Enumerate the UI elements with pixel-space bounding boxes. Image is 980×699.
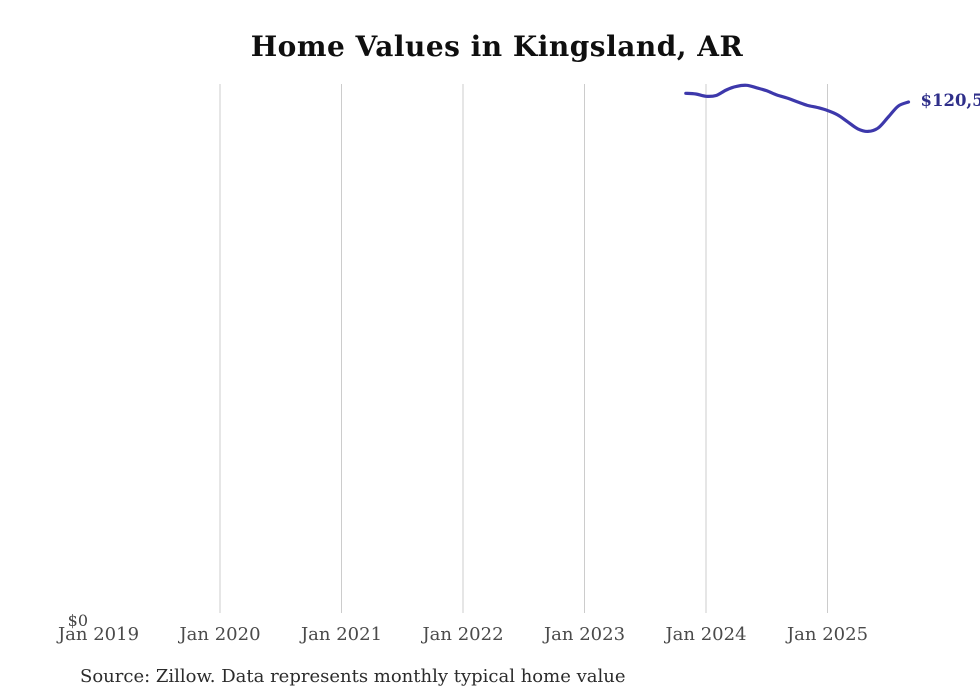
x-axis-tick-label: Jan 2022 bbox=[422, 624, 504, 645]
gridlines bbox=[219, 84, 828, 613]
x-axis-tick-label: Jan 2024 bbox=[665, 624, 747, 645]
x-axis-tick-label: Jan 2021 bbox=[300, 624, 383, 645]
source-note: Source: Zillow. Data represents monthly … bbox=[80, 666, 626, 687]
x-axis-tick-label: Jan 2023 bbox=[543, 624, 626, 645]
x-axis-tick-label: Jan 2025 bbox=[786, 624, 869, 645]
latest-value-label: $120,553 bbox=[920, 91, 980, 110]
x-axis-tick-label: Jan 2020 bbox=[179, 624, 261, 645]
home-value-line bbox=[684, 83, 911, 134]
chart-title: Home Values in Kingsland, AR bbox=[250, 30, 744, 63]
x-axis-tick-label: Jan 2019 bbox=[57, 624, 140, 645]
y-axis-zero-label: $0 bbox=[67, 611, 88, 630]
